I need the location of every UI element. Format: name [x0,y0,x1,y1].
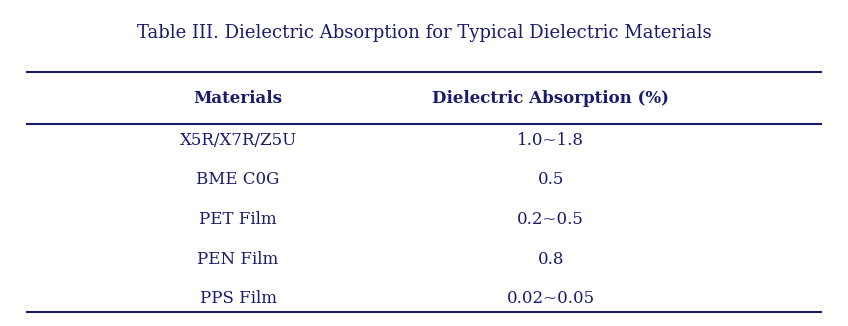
Text: PPS Film: PPS Film [199,290,276,307]
Text: PET Film: PET Film [199,211,276,228]
Text: Table III. Dielectric Absorption for Typical Dielectric Materials: Table III. Dielectric Absorption for Typ… [137,24,711,42]
Text: PEN Film: PEN Film [198,251,279,268]
Text: 0.5: 0.5 [538,171,564,188]
Text: Dielectric Absorption (%): Dielectric Absorption (%) [432,90,669,107]
Text: X5R/X7R/Z5U: X5R/X7R/Z5U [180,132,297,149]
Text: Materials: Materials [193,90,282,107]
Text: 0.2~0.5: 0.2~0.5 [517,211,584,228]
Text: 0.8: 0.8 [538,251,564,268]
Text: 1.0~1.8: 1.0~1.8 [517,132,584,149]
Text: BME C0G: BME C0G [197,171,280,188]
Text: 0.02~0.05: 0.02~0.05 [507,290,594,307]
